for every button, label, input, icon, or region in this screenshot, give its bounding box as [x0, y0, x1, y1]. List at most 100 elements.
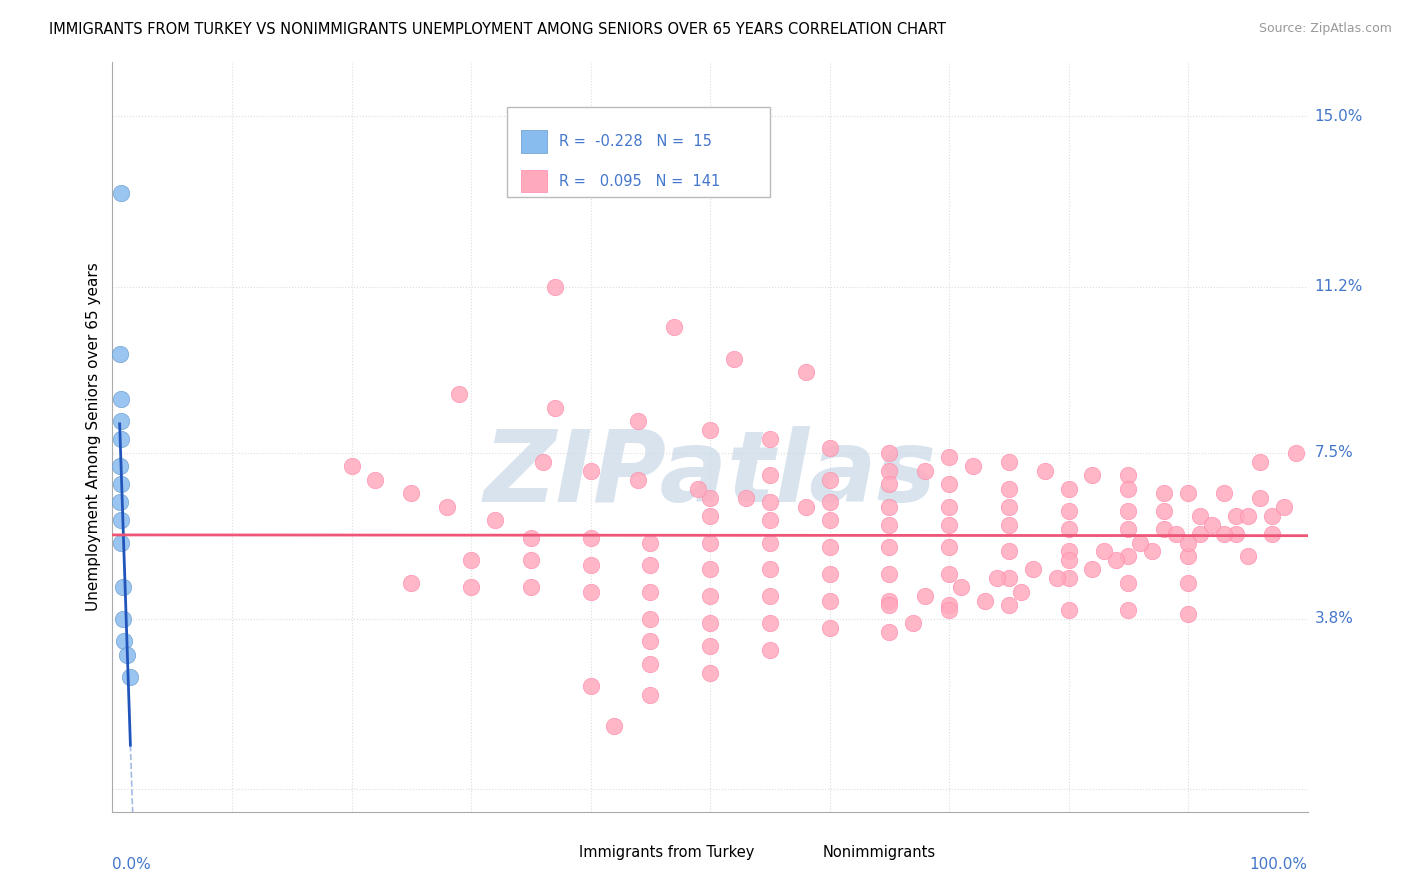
Point	[759, 590, 782, 604]
Point	[1046, 571, 1069, 585]
Point	[108, 495, 131, 509]
Point	[436, 500, 458, 514]
Point	[114, 634, 135, 648]
Point	[640, 657, 662, 671]
Point	[759, 513, 782, 527]
Point	[1177, 486, 1199, 500]
Point	[110, 477, 132, 491]
Point	[879, 500, 901, 514]
Bar	[522, 130, 547, 153]
Point	[759, 535, 782, 549]
Point	[938, 603, 960, 617]
Point	[460, 553, 482, 567]
Point	[115, 648, 138, 662]
Point	[759, 468, 782, 483]
Point	[699, 639, 721, 653]
Text: 0.0%: 0.0%	[112, 856, 152, 871]
Point	[1057, 504, 1080, 518]
Point	[735, 491, 758, 505]
Point	[1153, 486, 1175, 500]
Point	[1201, 517, 1223, 532]
Point	[998, 544, 1021, 558]
Point	[1057, 522, 1080, 536]
Text: Source: ZipAtlas.com: Source: ZipAtlas.com	[1258, 22, 1392, 36]
Point	[110, 186, 132, 200]
Point	[794, 365, 817, 379]
Point	[688, 482, 710, 496]
Point	[484, 513, 506, 527]
Point	[1237, 508, 1260, 523]
Point	[579, 585, 602, 599]
Point	[1118, 468, 1140, 483]
Point	[759, 433, 782, 447]
Point	[699, 616, 721, 631]
Point	[723, 351, 745, 366]
Point	[401, 575, 423, 590]
Point	[112, 581, 135, 595]
Point	[108, 459, 131, 474]
Point	[914, 464, 936, 478]
Point	[879, 477, 901, 491]
Point	[938, 477, 960, 491]
Point	[699, 665, 721, 680]
Point	[1010, 585, 1032, 599]
Point	[1177, 549, 1199, 563]
Point	[1118, 549, 1140, 563]
Point	[1022, 562, 1045, 576]
Point	[627, 473, 650, 487]
Point	[579, 558, 602, 572]
Point	[1118, 522, 1140, 536]
Point	[1153, 504, 1175, 518]
Point	[962, 459, 984, 474]
Point	[938, 540, 960, 554]
Point	[699, 491, 721, 505]
Point	[699, 423, 721, 437]
Point	[818, 442, 841, 456]
Point	[603, 719, 626, 733]
Point	[640, 535, 662, 549]
Bar	[793, 847, 815, 863]
Point	[1272, 500, 1295, 514]
Point	[1189, 508, 1212, 523]
Point	[998, 571, 1021, 585]
Point	[627, 414, 650, 428]
Text: 11.2%: 11.2%	[1315, 279, 1362, 294]
Point	[1249, 491, 1271, 505]
Point	[1177, 575, 1199, 590]
Point	[531, 455, 554, 469]
Point	[1177, 535, 1199, 549]
Point	[879, 464, 901, 478]
Point	[938, 566, 960, 581]
Point	[1081, 562, 1104, 576]
Point	[879, 625, 901, 640]
Point	[1118, 603, 1140, 617]
Text: R =  -0.228   N =  15: R = -0.228 N = 15	[560, 134, 713, 149]
Point	[401, 486, 423, 500]
Point	[998, 500, 1021, 514]
Bar	[548, 847, 571, 863]
Point	[938, 517, 960, 532]
Point	[543, 401, 565, 415]
Point	[112, 612, 135, 626]
Point	[818, 473, 841, 487]
Point	[1153, 522, 1175, 536]
Point	[818, 621, 841, 635]
Point	[1213, 486, 1236, 500]
Point	[640, 585, 662, 599]
Point	[998, 482, 1021, 496]
Point	[938, 450, 960, 465]
Point	[460, 581, 482, 595]
Point	[340, 459, 363, 474]
Point	[110, 414, 132, 428]
Point	[520, 553, 543, 567]
Text: ZIPatlas: ZIPatlas	[484, 426, 936, 523]
Point	[1249, 455, 1271, 469]
Point	[879, 594, 901, 608]
Point	[1285, 446, 1308, 460]
Text: 15.0%: 15.0%	[1315, 109, 1362, 124]
Point	[950, 581, 973, 595]
Point	[903, 616, 925, 631]
Point	[998, 455, 1021, 469]
Point	[879, 540, 901, 554]
Bar	[522, 169, 547, 193]
